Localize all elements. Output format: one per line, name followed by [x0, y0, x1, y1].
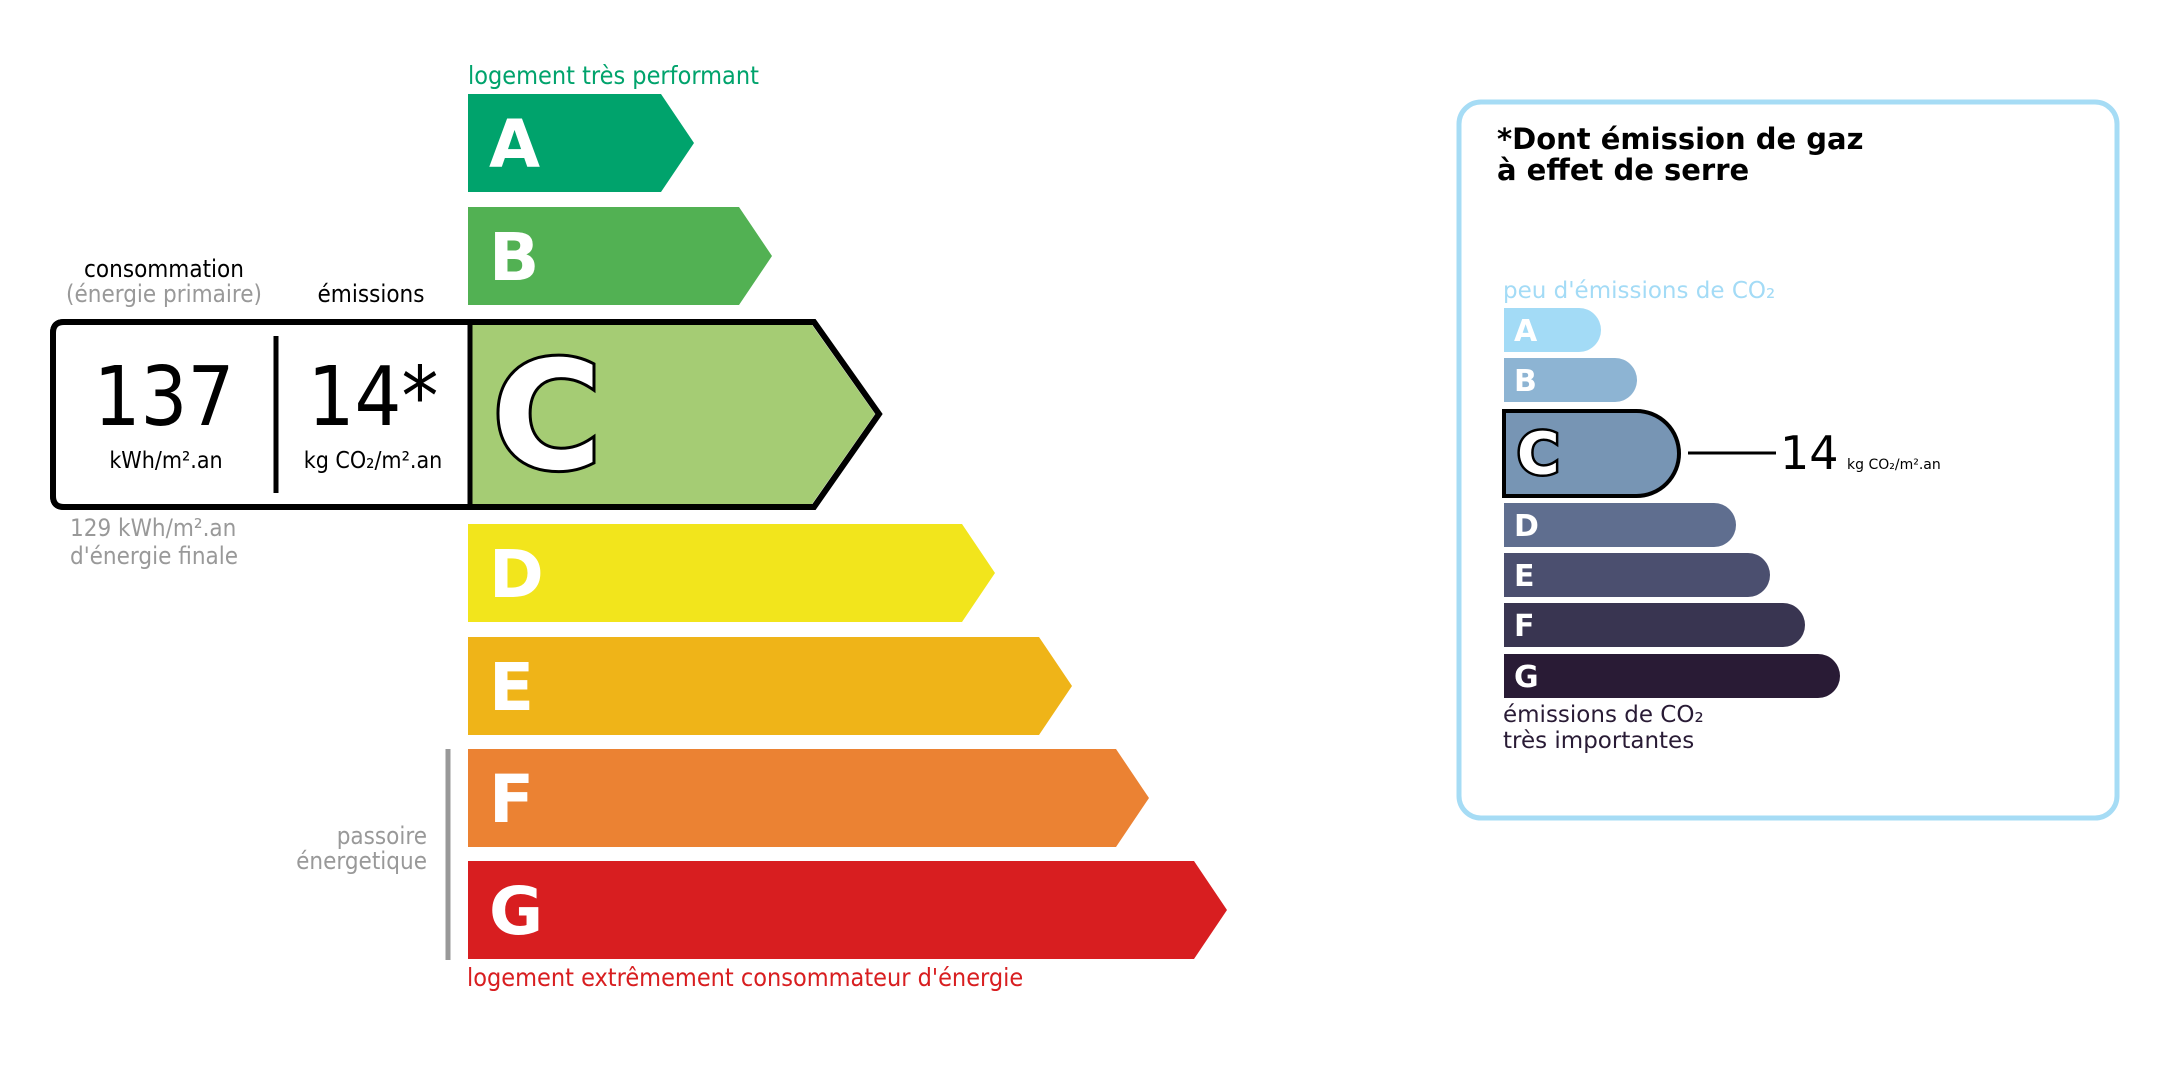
ges-bar	[1502, 409, 1681, 498]
energy-bar	[468, 524, 995, 622]
energy-class-letter: A	[489, 106, 540, 183]
energy-top-label: logement très performant	[468, 61, 759, 90]
energy-class-e: E	[468, 637, 1072, 735]
ges-class-letter: B	[1514, 364, 1537, 399]
ges-class-letter: D	[1514, 509, 1539, 544]
ges-bar	[1504, 553, 1770, 597]
ges-class-letter: G	[1514, 660, 1539, 695]
energy-bar	[468, 637, 1072, 735]
final-energy-value: 129 kWh/m².an	[70, 514, 236, 542]
emissions-value: 14*	[308, 350, 439, 445]
ges-class-a: A	[1504, 308, 1601, 352]
emissions-label: émissions	[318, 280, 425, 308]
consumption-unit: kWh/m².an	[109, 448, 222, 474]
ges-class-d: D	[1504, 503, 1736, 547]
energy-bar	[470, 325, 875, 504]
values-panel	[53, 322, 470, 507]
ges-class-b: B	[1504, 358, 1637, 402]
energy-class-a: A	[468, 94, 694, 192]
ges-bar	[1504, 654, 1840, 698]
energy-bar	[468, 861, 1227, 959]
ges-top-label: peu d'émissions de CO₂	[1503, 278, 1775, 304]
energy-class-letter: B	[489, 219, 539, 296]
ges-class-letter: C	[1517, 420, 1560, 488]
ges-class-letter: E	[1514, 559, 1535, 594]
energy-class-b: B	[468, 207, 772, 305]
ges-bar	[1504, 603, 1805, 647]
energy-class-letter: F	[489, 761, 534, 838]
energy-class-letter: G	[489, 873, 543, 950]
consumption-label: consommation	[84, 255, 244, 283]
emissions-unit: kg CO₂/m².an	[304, 448, 443, 474]
passoire-label-2: énergetique	[296, 847, 427, 875]
energy-bar	[468, 749, 1149, 847]
ges-class-f: F	[1504, 603, 1805, 647]
ges-bar	[1504, 358, 1637, 402]
ges-bar	[1504, 503, 1736, 547]
ges-bottom-label-1: émissions de CO₂	[1503, 702, 1704, 728]
final-energy-label: d'énergie finale	[70, 542, 238, 570]
passoire-label-1: passoire	[337, 822, 427, 850]
ges-class-letter: F	[1514, 609, 1535, 644]
energy-class-letter: E	[489, 649, 534, 726]
energy-class-d: D	[468, 524, 995, 622]
ges-class-g: G	[1504, 654, 1840, 698]
ges-bar	[1504, 308, 1601, 352]
consumption-sublabel: (énergie primaire)	[66, 280, 262, 308]
ges-class-letter: A	[1514, 314, 1538, 349]
energy-bar	[468, 94, 694, 192]
energy-class-letter: C	[492, 330, 602, 504]
ges-unit: kg CO₂/m².an	[1847, 457, 1941, 473]
energy-class-letter: D	[489, 536, 544, 613]
energy-class-g: G	[468, 861, 1227, 959]
consumption-value: 137	[94, 350, 235, 445]
energy-bottom-label: logement extrêmement consommateur d'éner…	[467, 963, 1023, 992]
ges-title-2: à effet de serre	[1497, 153, 1749, 187]
ges-bottom-label-2: très importantes	[1503, 728, 1694, 754]
ges-value: 14	[1780, 426, 1839, 480]
ges-class-e: E	[1504, 553, 1770, 597]
ges-class-c: C	[1502, 409, 1681, 498]
ges-title-1: *Dont émission de gaz	[1497, 122, 1863, 156]
energy-bar	[468, 207, 772, 305]
energy-class-f: F	[468, 749, 1149, 847]
energy-current-box: 137 kWh/m².an 14* kg CO₂/m².an	[50, 319, 883, 510]
energy-class-c: C	[470, 325, 875, 507]
